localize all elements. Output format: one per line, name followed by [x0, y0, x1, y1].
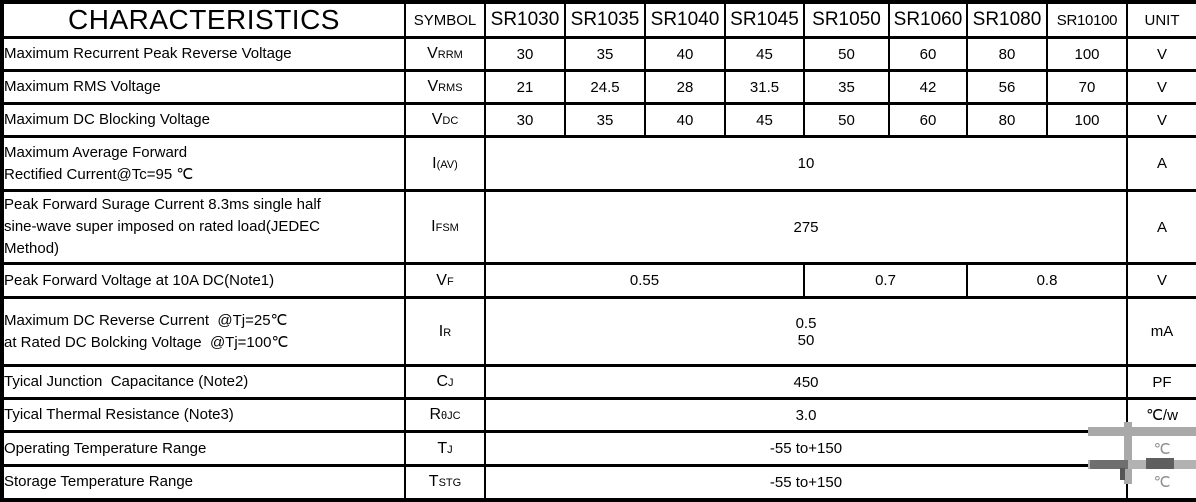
value-cell: -55 to+150 [484, 430, 1128, 467]
col-header-symbol: SYMBOL [404, 0, 486, 39]
value-cell: 450 [484, 364, 1128, 400]
value-cell: 80 [966, 102, 1048, 138]
row-ir: Maximum DC Reverse Current @Tj=25℃ at Ra… [1, 296, 1196, 367]
value-cell: 10 [484, 135, 1128, 192]
col-header-characteristics: CHARACTERISTICS [1, 0, 406, 39]
value-cell: 24.5 [564, 69, 646, 105]
value-cell: 56 [966, 69, 1048, 105]
row-cj: Tyical Junction Capacitance (Note2) CJ 4… [1, 364, 1196, 400]
symbol-cell: TJ [404, 430, 486, 467]
value-cell: 21 [484, 69, 566, 105]
value-cell: 70 [1046, 69, 1128, 105]
value-cell: -55 to+150 [484, 464, 1128, 501]
col-header-sr1035: SR1035 [564, 0, 646, 39]
col-header-sr1080: SR1080 [966, 0, 1048, 39]
col-header-unit: UNIT [1126, 0, 1196, 39]
symbol-cell: IFSM [404, 189, 486, 265]
row-tstg: Storage Temperature Range TSTG -55 to+15… [1, 464, 1196, 501]
row-tj: Operating Temperature Range TJ -55 to+15… [1, 430, 1196, 467]
symbol-cell: VRRM [404, 36, 486, 72]
unit-cell: V [1126, 102, 1196, 138]
characteristic-cell: Maximum DC Reverse Current @Tj=25℃ at Ra… [1, 296, 406, 367]
value-cell: 45 [724, 102, 805, 138]
col-header-sr1060: SR1060 [888, 0, 968, 39]
row-vrms: Maximum RMS Voltage VRMS 21 24.5 28 31.5… [1, 69, 1196, 105]
unit-cell: A [1126, 189, 1196, 265]
symbol-cell: VRMS [404, 69, 486, 105]
col-header-sr1040: SR1040 [644, 0, 726, 39]
symbol-cell: RθJC [404, 397, 486, 433]
value-cell: 42 [888, 69, 968, 105]
value-cell: 80 [966, 36, 1048, 72]
col-header-sr10100: SR10100 [1046, 0, 1128, 39]
value-cell: 40 [644, 102, 726, 138]
value-cell: 100 [1046, 36, 1128, 72]
characteristic-cell: Tyical Junction Capacitance (Note2) [1, 364, 406, 400]
unit-cell: V [1126, 69, 1196, 105]
unit-cell: ℃/w [1126, 397, 1196, 433]
col-header-sr1050: SR1050 [803, 0, 890, 39]
symbol-cell: VDC [404, 102, 486, 138]
unit-cell: mA [1126, 296, 1196, 367]
value-cell: 0.7 [803, 262, 968, 299]
row-vf: Peak Forward Voltage at 10A DC(Note1) VF… [1, 262, 1196, 299]
value-cell: 3.0 [484, 397, 1128, 433]
value-cell: 30 [484, 36, 566, 72]
value-cell: 50 [803, 36, 890, 72]
characteristic-cell: Tyical Thermal Resistance (Note3) [1, 397, 406, 433]
value-cell: 0.5 50 [484, 296, 1128, 367]
row-vdc: Maximum DC Blocking Voltage VDC 30 35 40… [1, 102, 1196, 138]
characteristic-cell: Maximum Average Forward Rectified Curren… [1, 135, 406, 192]
header-row: CHARACTERISTICS SYMBOL SR1030 SR1035 SR1… [1, 0, 1196, 39]
col-header-sr1045: SR1045 [724, 0, 805, 39]
row-iav: Maximum Average Forward Rectified Curren… [1, 135, 1196, 192]
value-cell: 45 [724, 36, 805, 72]
value-cell: 0.8 [966, 262, 1128, 299]
value-cell: 30 [484, 102, 566, 138]
symbol-cell: TSTG [404, 464, 486, 501]
value-cell: 40 [644, 36, 726, 72]
characteristic-cell: Storage Temperature Range [1, 464, 406, 501]
value-cell: 28 [644, 69, 726, 105]
unit-cell: ℃ [1126, 430, 1196, 467]
value-cell: 0.55 [484, 262, 805, 299]
value-cell: 31.5 [724, 69, 805, 105]
unit-cell: V [1126, 262, 1196, 299]
symbol-cell: VF [404, 262, 486, 299]
col-header-sr1030: SR1030 [484, 0, 566, 39]
characteristic-cell: Maximum RMS Voltage [1, 69, 406, 105]
unit-cell: ℃ [1126, 464, 1196, 501]
row-ifsm: Peak Forward Surage Current 8.3ms single… [1, 189, 1196, 265]
characteristic-cell: Peak Forward Surage Current 8.3ms single… [1, 189, 406, 265]
unit-cell: PF [1126, 364, 1196, 400]
value-cell: 275 [484, 189, 1128, 265]
characteristic-cell: Peak Forward Voltage at 10A DC(Note1) [1, 262, 406, 299]
row-rthjc: Tyical Thermal Resistance (Note3) RθJC 3… [1, 397, 1196, 433]
row-vrrm: Maximum Recurrent Peak Reverse Voltage V… [1, 36, 1196, 72]
value-cell: 60 [888, 102, 968, 138]
symbol-cell: CJ [404, 364, 486, 400]
symbol-cell: IR [404, 296, 486, 367]
characteristic-cell: Maximum DC Blocking Voltage [1, 102, 406, 138]
value-cell: 60 [888, 36, 968, 72]
value-cell: 100 [1046, 102, 1128, 138]
characteristic-cell: Maximum Recurrent Peak Reverse Voltage [1, 36, 406, 72]
value-cell: 35 [564, 36, 646, 72]
value-cell: 35 [803, 69, 890, 105]
unit-cell: V [1126, 36, 1196, 72]
characteristic-cell: Operating Temperature Range [1, 430, 406, 467]
value-cell: 35 [564, 102, 646, 138]
unit-cell: A [1126, 135, 1196, 192]
symbol-cell: I(AV) [404, 135, 486, 192]
value-cell: 50 [803, 102, 890, 138]
